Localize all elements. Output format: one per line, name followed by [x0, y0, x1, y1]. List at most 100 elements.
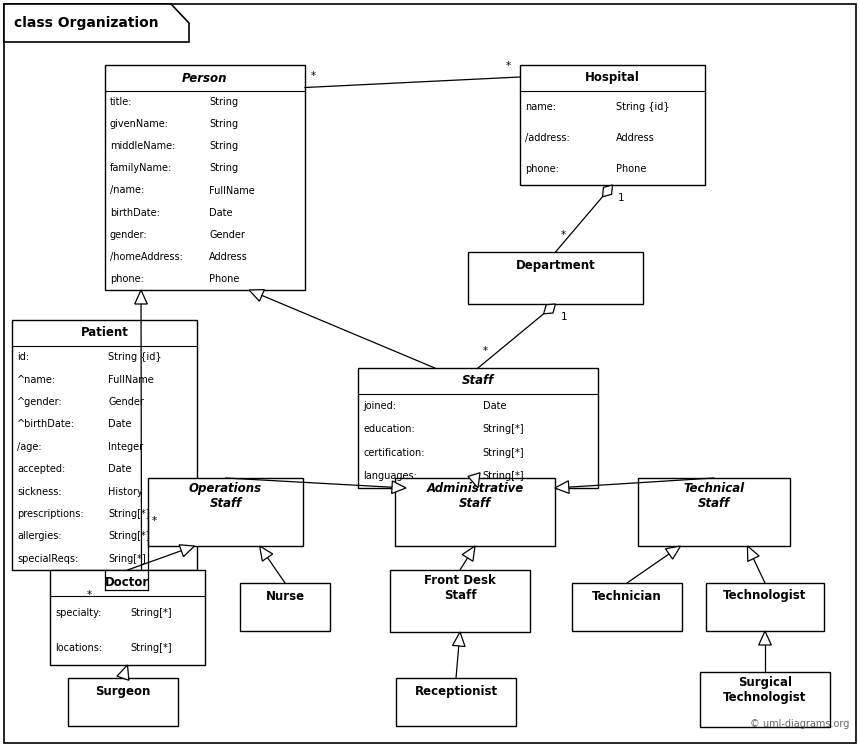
Text: String[*]: String[*]: [131, 608, 172, 619]
Bar: [468, 252, 643, 304]
Polygon shape: [117, 665, 129, 681]
Text: Staff: Staff: [462, 374, 494, 388]
Text: /homeAddress:: /homeAddress:: [110, 252, 183, 262]
Text: String[*]: String[*]: [131, 642, 172, 653]
Text: Doctor: Doctor: [106, 577, 150, 589]
Text: /address:: /address:: [525, 133, 569, 143]
Text: specialReqs:: specialReqs:: [17, 554, 78, 564]
Polygon shape: [603, 185, 612, 196]
Text: Sring[*]: Sring[*]: [108, 554, 146, 564]
Text: Date: Date: [209, 208, 232, 217]
Text: prescriptions:: prescriptions:: [17, 509, 83, 519]
Text: joined:: joined:: [363, 400, 396, 411]
Bar: [638, 478, 790, 546]
Text: education:: education:: [363, 424, 415, 434]
Text: languages:: languages:: [363, 471, 417, 481]
Text: Integer: Integer: [108, 441, 144, 452]
Polygon shape: [555, 481, 569, 494]
Text: certification:: certification:: [363, 447, 425, 458]
Bar: [700, 672, 830, 727]
Text: *: *: [87, 590, 92, 600]
Text: sickness:: sickness:: [17, 486, 62, 497]
Text: Gender: Gender: [209, 230, 245, 240]
Text: String {id}: String {id}: [108, 352, 162, 362]
Text: String[*]: String[*]: [482, 471, 525, 481]
Text: /name:: /name:: [110, 185, 144, 196]
Text: phone:: phone:: [110, 274, 144, 284]
Bar: [12, 320, 197, 570]
Bar: [358, 368, 598, 488]
Text: id:: id:: [17, 352, 29, 362]
Text: String[*]: String[*]: [108, 509, 150, 519]
Text: *: *: [561, 230, 566, 240]
Text: ^name:: ^name:: [17, 374, 56, 385]
Text: String: String: [209, 120, 238, 129]
Text: *: *: [311, 72, 316, 81]
Bar: [148, 478, 303, 546]
Text: Person: Person: [182, 72, 228, 84]
Text: Surgical
Technologist: Surgical Technologist: [723, 676, 807, 704]
Text: gender:: gender:: [110, 230, 148, 240]
Text: ^gender:: ^gender:: [17, 397, 63, 407]
Bar: [105, 65, 305, 290]
Text: *: *: [483, 346, 488, 356]
Text: String[*]: String[*]: [482, 447, 525, 458]
Text: birthDate:: birthDate:: [110, 208, 160, 217]
Text: Technologist: Technologist: [723, 589, 807, 603]
Text: 1: 1: [561, 312, 567, 322]
Text: Front Desk
Staff: Front Desk Staff: [424, 574, 496, 602]
Text: Administrative
Staff: Administrative Staff: [427, 482, 524, 510]
Polygon shape: [135, 290, 147, 304]
Bar: [396, 678, 516, 726]
Polygon shape: [4, 4, 189, 42]
Text: *: *: [152, 516, 157, 526]
Polygon shape: [452, 632, 465, 646]
Polygon shape: [747, 546, 759, 561]
Bar: [50, 570, 205, 665]
Bar: [520, 65, 705, 185]
Text: name:: name:: [525, 102, 556, 111]
Bar: [572, 583, 682, 631]
Text: Phone: Phone: [209, 274, 239, 284]
Text: © uml-diagrams.org: © uml-diagrams.org: [750, 719, 850, 729]
Text: Address: Address: [209, 252, 248, 262]
Text: Technician: Technician: [593, 589, 662, 603]
Polygon shape: [249, 290, 264, 301]
Text: specialty:: specialty:: [55, 608, 101, 619]
Text: Technical
Staff: Technical Staff: [684, 482, 745, 510]
Text: familyName:: familyName:: [110, 164, 172, 173]
Text: FullName: FullName: [209, 185, 255, 196]
Bar: [240, 583, 330, 631]
Text: 1: 1: [617, 193, 624, 203]
Text: allergies:: allergies:: [17, 531, 62, 542]
Text: Nurse: Nurse: [266, 589, 304, 603]
Text: Surgeon: Surgeon: [95, 684, 150, 698]
Polygon shape: [260, 546, 273, 561]
Polygon shape: [391, 481, 406, 494]
Text: phone:: phone:: [525, 164, 559, 174]
Text: History: History: [108, 486, 143, 497]
Text: Gender: Gender: [108, 397, 144, 407]
Text: Date: Date: [108, 464, 132, 474]
Text: Patient: Patient: [81, 326, 128, 339]
Text: String: String: [209, 141, 238, 152]
Text: Operations
Staff: Operations Staff: [189, 482, 262, 510]
Text: Address: Address: [617, 133, 655, 143]
Text: *: *: [506, 61, 511, 71]
Bar: [395, 478, 555, 546]
Text: Date: Date: [108, 419, 132, 430]
Text: givenName:: givenName:: [110, 120, 169, 129]
Bar: [68, 678, 178, 726]
Text: /age:: /age:: [17, 441, 41, 452]
Text: String[*]: String[*]: [108, 531, 150, 542]
Text: String: String: [209, 164, 238, 173]
Bar: [706, 583, 824, 631]
Text: Date: Date: [482, 400, 507, 411]
Text: locations:: locations:: [55, 642, 102, 653]
Text: title:: title:: [110, 97, 132, 107]
Text: middleName:: middleName:: [110, 141, 175, 152]
Text: Department: Department: [516, 258, 595, 271]
Text: Receptionist: Receptionist: [415, 684, 498, 698]
Text: Phone: Phone: [617, 164, 647, 174]
Text: String {id}: String {id}: [617, 102, 670, 111]
